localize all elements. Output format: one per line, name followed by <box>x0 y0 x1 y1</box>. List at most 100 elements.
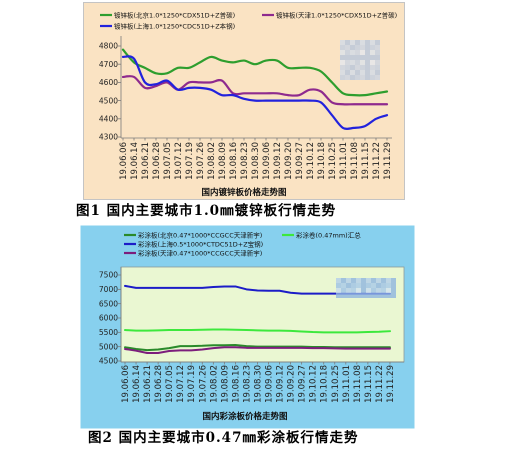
mosaic-tile <box>361 288 366 293</box>
mosaic-tile <box>371 283 376 288</box>
mosaic-tile <box>365 40 370 45</box>
mosaic-tile <box>340 70 345 75</box>
mosaic-tile <box>340 75 345 80</box>
mosaic-tile <box>360 40 365 45</box>
mosaic-tile <box>350 75 355 80</box>
x-tick-label: 19.07.12 <box>174 142 184 180</box>
mosaic-tile <box>370 45 375 50</box>
mosaic-tile <box>345 50 350 55</box>
x-tick-label: 19.08.30 <box>253 365 263 403</box>
x-tick-label: 19.07.26 <box>198 365 208 403</box>
mosaic-tile <box>391 293 396 298</box>
series-line-1 <box>124 328 391 334</box>
x-tick-label: 19.06.28 <box>154 365 164 403</box>
mosaic-tile <box>365 70 370 75</box>
mosaic-tile <box>370 75 375 80</box>
y-tick-label: 5500 <box>99 328 118 337</box>
mosaic-tile <box>355 40 360 45</box>
mosaic-tile <box>360 65 365 70</box>
mosaic-tile <box>350 70 355 75</box>
x-tick-label: 19.09.12 <box>273 142 283 180</box>
mosaic-tile <box>356 283 361 288</box>
x-tick-label: 19.08.09 <box>220 365 230 403</box>
x-tick-label: 19.07.19 <box>187 365 197 403</box>
x-tick-label: 19.07.19 <box>185 142 195 180</box>
chart-title: 国内彩涂板价格走势图 <box>202 411 287 422</box>
mosaic-tile <box>366 283 371 288</box>
mosaic-tile <box>340 40 345 45</box>
x-tick-label: 19.10.25 <box>331 365 341 403</box>
y-tick-label: 4600 <box>99 78 118 87</box>
x-tick-label: 19.06.21 <box>141 142 151 180</box>
x-tick-label: 19.08.23 <box>242 365 252 403</box>
x-tick-label: 19.08.02 <box>207 142 217 180</box>
mosaic-tile <box>376 278 381 283</box>
legend-label: 彩涂卷(0.47mm)汇总 <box>296 230 361 239</box>
legend-label: 彩涂板(北京0.47*1000*CCGCC天津新宇) <box>138 230 262 239</box>
mosaic-tile <box>375 45 380 50</box>
x-tick-label: 19.09.27 <box>298 365 308 403</box>
mosaic-tile <box>391 288 396 293</box>
x-tick-label: 19.09.12 <box>276 365 286 403</box>
mosaic-tile <box>375 55 380 60</box>
mosaic-tile <box>370 65 375 70</box>
mosaic-tile <box>365 45 370 50</box>
mosaic-tile <box>351 293 356 298</box>
chart-title: 国内镀锌板价格走势图 <box>201 187 286 198</box>
mosaic-tile <box>375 60 380 65</box>
mosaic-tile <box>371 288 376 293</box>
mosaic-tile <box>350 50 355 55</box>
x-tick-label: 19.09.27 <box>295 142 305 180</box>
x-tick-label: 19.09.20 <box>284 142 294 180</box>
mosaic-tile <box>351 278 356 283</box>
mosaic-tile <box>365 65 370 70</box>
series-line-0 <box>124 343 391 352</box>
mosaic-tile <box>371 293 376 298</box>
watermark-mosaic <box>336 278 396 298</box>
mosaic-tile <box>346 288 351 293</box>
mosaic-tile <box>340 65 345 70</box>
mosaic-tile <box>345 55 350 60</box>
x-tick-label: 19.10.25 <box>328 142 338 180</box>
x-tick-label: 19.09.20 <box>287 365 297 403</box>
mosaic-tile <box>370 50 375 55</box>
x-tick-label: 19.10.12 <box>306 142 316 180</box>
mosaic-tile <box>336 278 341 283</box>
mosaic-tile <box>355 65 360 70</box>
y-tick-label: 4500 <box>99 96 118 105</box>
mosaic-tile <box>350 65 355 70</box>
mosaic-tile <box>340 60 345 65</box>
mosaic-tile <box>361 278 366 283</box>
series-line-2 <box>121 55 389 131</box>
mosaic-tile <box>336 283 341 288</box>
x-tick-label: 19.11.08 <box>353 365 363 403</box>
legend-label: 彩涂板(上海0.5*1000*CTDC51D+Z宝钢) <box>138 239 263 248</box>
y-tick-label: 7000 <box>99 285 118 294</box>
legend-label: 镀锌板(北京1.0*1250*CDX51D+Z普碳) <box>114 10 235 19</box>
figure-2-caption: 图2 国内主要城市0.47㎜彩涂板行情走势 <box>88 430 359 446</box>
x-tick-label: 19.07.12 <box>176 365 186 403</box>
x-tick-label: 19.10.18 <box>320 365 330 403</box>
mosaic-tile <box>376 293 381 298</box>
x-tick-label: 19.08.16 <box>229 142 239 180</box>
x-tick-label: 19.07.26 <box>196 142 206 180</box>
mosaic-tile <box>340 45 345 50</box>
mosaic-tile <box>386 278 391 283</box>
x-tick-label: 19.11.29 <box>383 142 393 180</box>
mosaic-tile <box>360 45 365 50</box>
mosaic-tile <box>381 293 386 298</box>
y-tick-label: 4300 <box>99 133 118 142</box>
mosaic-tile <box>370 60 375 65</box>
x-tick-label: 19.11.08 <box>350 142 360 180</box>
legend-label: 彩涂板(天津0.47*1000*CCGCC天津新宇) <box>138 248 262 257</box>
mosaic-tile <box>381 288 386 293</box>
mosaic-tile <box>346 278 351 283</box>
mosaic-tile <box>376 288 381 293</box>
mosaic-tile <box>340 55 345 60</box>
y-tick-label: 4800 <box>99 42 118 51</box>
figure-1-caption: 图1 国内主要城市1.0㎜镀锌板行情走势 <box>76 203 337 219</box>
mosaic-tile <box>375 75 380 80</box>
mosaic-tile <box>355 60 360 65</box>
mosaic-tile <box>355 55 360 60</box>
